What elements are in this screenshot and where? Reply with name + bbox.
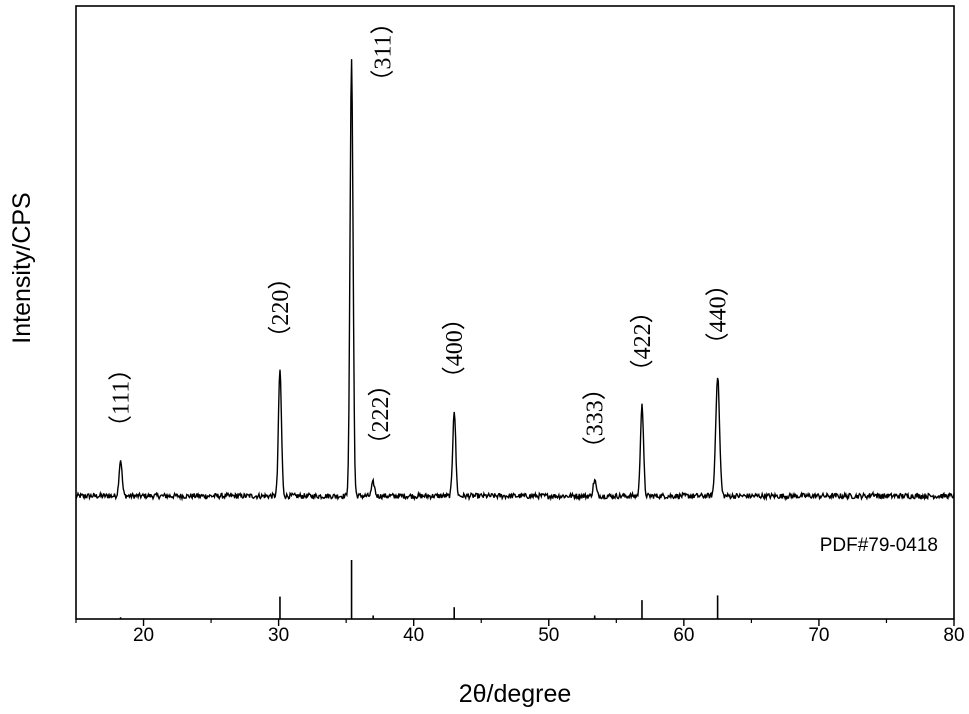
x-axis-title: 2θ/degree bbox=[459, 680, 572, 708]
peak-label: （111） bbox=[109, 357, 135, 439]
y-axis-title: Intensity/CPS bbox=[8, 192, 36, 343]
reference-lines bbox=[119, 560, 719, 619]
x-tick-label: 50 bbox=[538, 625, 559, 646]
x-tick-label: 60 bbox=[673, 625, 694, 646]
peak-label: （440） bbox=[706, 272, 732, 356]
x-tick-label: 40 bbox=[403, 625, 424, 646]
peak-label: （422） bbox=[630, 299, 656, 383]
x-tick-label: 20 bbox=[133, 625, 154, 646]
xrd-pattern-line bbox=[75, 59, 955, 502]
reference-label: PDF#79-0418 bbox=[820, 535, 938, 556]
x-tick-label: 70 bbox=[808, 625, 829, 646]
plot-frame bbox=[75, 5, 955, 620]
peak-label: （333） bbox=[583, 376, 609, 460]
peak-label: （222） bbox=[368, 372, 394, 456]
x-tick-label: 30 bbox=[268, 625, 289, 646]
x-axis-ticks: 20 30 40 50 60 70 80 bbox=[75, 619, 965, 646]
peak-label: （400） bbox=[442, 306, 468, 390]
peak-label: （311） bbox=[371, 10, 397, 93]
peak-label: （220） bbox=[268, 266, 294, 350]
peak-labels: （111） （220） （311） （222） （400） （333） （422） （440） bbox=[109, 10, 732, 460]
x-tick-label: 80 bbox=[943, 625, 964, 646]
